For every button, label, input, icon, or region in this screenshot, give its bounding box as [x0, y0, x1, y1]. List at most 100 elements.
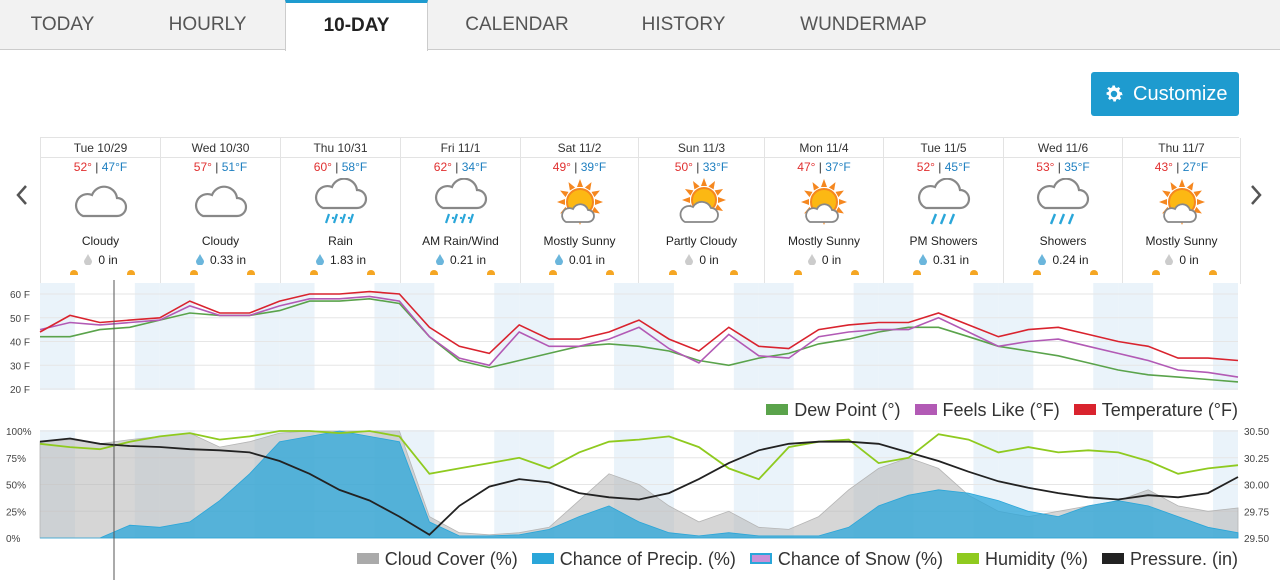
- legend-swatch: [956, 553, 979, 564]
- series-line: [39, 290, 1239, 362]
- tab-today[interactable]: TODAY: [30, 14, 95, 35]
- tab-calendar[interactable]: CALENDAR: [465, 14, 569, 35]
- sunrise-icon: [1033, 270, 1041, 275]
- raindrop-icon: [435, 253, 450, 267]
- chevron-left-icon[interactable]: [12, 180, 32, 210]
- y2-tick-label: 30.25: [1244, 454, 1269, 465]
- tab-wundermap[interactable]: WUNDERMAP: [800, 14, 927, 35]
- day-column[interactable]: Wed 11/6 53° | 35°F Showers 0.24 in: [1003, 138, 1122, 284]
- sunset-icon: [247, 270, 255, 275]
- sunrise-icon: [1152, 270, 1160, 275]
- legend-item[interactable]: Cloud Cover (%): [356, 549, 518, 570]
- legend-item[interactable]: Humidity (%): [956, 549, 1088, 570]
- night-band: [614, 283, 639, 390]
- day-column[interactable]: Thu 11/7 43° | 27°F Mostly Sunny 0 in: [1122, 138, 1241, 284]
- legend-swatch: [531, 553, 554, 564]
- day-column[interactable]: Fri 11/1 62° | 34°F AM Rain/Wind 0.21 in: [400, 138, 520, 284]
- day-column[interactable]: Tue 10/29 52° | 47°F Cloudy 0 in: [40, 138, 160, 284]
- raindrop-icon: [918, 253, 933, 267]
- customize-button[interactable]: Customize: [1091, 72, 1239, 116]
- tab-bar: TODAY HOURLY 10-DAY CALENDAR HISTORY WUN…: [0, 0, 1280, 51]
- sunrise-icon: [430, 270, 438, 275]
- day-condition: Cloudy: [201, 234, 240, 248]
- raindrop-icon: [1164, 253, 1179, 267]
- night-band: [254, 283, 280, 390]
- day-column[interactable]: Sun 11/3 50° | 33°F Partly Cloudy 0 in: [638, 138, 764, 284]
- raindrop-icon: [807, 253, 822, 267]
- day-date: Wed 10/30: [161, 138, 280, 158]
- day-column[interactable]: Tue 11/5 52° | 45°F PM Showers 0.31 in: [883, 138, 1003, 284]
- y2-tick-label: 30.50: [1244, 427, 1269, 438]
- sunrise-icon: [794, 270, 802, 275]
- tab-history[interactable]: HISTORY: [641, 14, 726, 35]
- day-condition: Mostly Sunny: [787, 234, 861, 248]
- legend-swatch: [749, 553, 772, 564]
- day-date: Thu 11/7: [1123, 138, 1240, 158]
- day-temps: 53° | 35°F: [1036, 160, 1090, 174]
- night-band: [159, 283, 195, 390]
- temperature-legend: Dew Point (°) Feels Like (°F) Temperature …: [752, 400, 1238, 421]
- sunset-icon: [970, 270, 978, 275]
- day-precip: 0.33 in: [161, 253, 280, 267]
- forecast-graph: 60 F 50 F 40 F 30 F 20 F 100% 75% 50% 25% 0% 30.50…: [6, 280, 1269, 580]
- y-tick-label: 50%: [6, 481, 26, 492]
- legend-item[interactable]: Chance of Snow (%): [749, 549, 943, 570]
- day-column[interactable]: Mon 11/4 47° | 37°F Mostly Sunny 0 in: [764, 138, 883, 284]
- legend-swatch: [1101, 553, 1124, 564]
- day-column[interactable]: Wed 10/30 57° | 51°F Cloudy 0.33 in: [160, 138, 280, 284]
- day-temps: 52° | 47°F: [73, 160, 128, 174]
- day-precip: 0.01 in: [521, 253, 638, 267]
- day-temps: 52° | 45°F: [916, 160, 971, 174]
- precip-amount: 0.33 in: [209, 253, 247, 267]
- precip-amount: 0.21 in: [449, 253, 487, 267]
- legend-swatch: [914, 404, 937, 415]
- day-precip: 0.24 in: [1004, 253, 1122, 267]
- raindrop-icon: [83, 253, 98, 267]
- series-line: [39, 295, 1239, 378]
- sunset-icon: [127, 270, 135, 275]
- low-temp: 47°F: [101, 160, 128, 174]
- y-tick-label: 75%: [6, 454, 26, 465]
- day-condition: AM Rain/Wind: [422, 234, 499, 248]
- high-temp: 43°: [1154, 160, 1173, 174]
- y-tick-label: 100%: [6, 427, 32, 438]
- y-tick-label: 50 F: [10, 314, 30, 325]
- legend-item[interactable]: Pressure. (in): [1101, 549, 1238, 570]
- precip-amount: 0 in: [699, 253, 719, 267]
- day-precip: 0.31 in: [884, 253, 1003, 267]
- low-temp: 35°F: [1064, 160, 1090, 174]
- y2-tick-label: 29.50: [1244, 534, 1269, 545]
- night-band: [639, 283, 674, 390]
- precip-amount: 0.24 in: [1052, 253, 1089, 267]
- raindrop-icon: [554, 253, 569, 267]
- night-band: [878, 283, 914, 390]
- cloudy-icon: [191, 178, 251, 230]
- day-date: Sun 11/3: [639, 138, 764, 158]
- legend-item[interactable]: Chance of Precip. (%): [531, 549, 736, 570]
- day-temps: 49° | 39°F: [552, 160, 607, 174]
- sunrise-icon: [310, 270, 318, 275]
- legend-label: Temperature (°F): [1101, 400, 1238, 420]
- showers-icon: [914, 177, 974, 230]
- y2-tick-label: 29.75: [1244, 507, 1269, 518]
- chevron-right-icon[interactable]: [1246, 180, 1266, 210]
- low-temp: 37°F: [825, 160, 851, 174]
- high-temp: 52°: [916, 160, 935, 174]
- day-column[interactable]: Thu 10/31 60° | 58°F Rain 1.83 in: [280, 138, 400, 284]
- day-date: Fri 11/1: [401, 138, 520, 158]
- tab-hourly[interactable]: HOURLY: [168, 14, 247, 35]
- legend-item[interactable]: Feels Like (°F): [914, 400, 1060, 421]
- sunset-icon: [487, 270, 495, 275]
- legend-item[interactable]: Temperature (°F): [1073, 400, 1238, 421]
- sunrise-icon: [549, 270, 557, 275]
- sunset-icon: [606, 270, 614, 275]
- day-condition: Mostly Sunny: [1145, 234, 1218, 248]
- legend-item[interactable]: Dew Point (°): [766, 400, 901, 421]
- day-column[interactable]: Sat 11/2 49° | 39°F Mostly Sunny 0.01 in: [520, 138, 638, 284]
- high-temp: 53°: [1036, 160, 1055, 174]
- precip-amount: 0 in: [98, 253, 118, 267]
- day-precip: 0 in: [765, 253, 883, 267]
- tab-10-day[interactable]: 10-DAY: [285, 0, 428, 51]
- rain-icon: [431, 177, 491, 230]
- day-temps: 43° | 27°F: [1154, 160, 1209, 174]
